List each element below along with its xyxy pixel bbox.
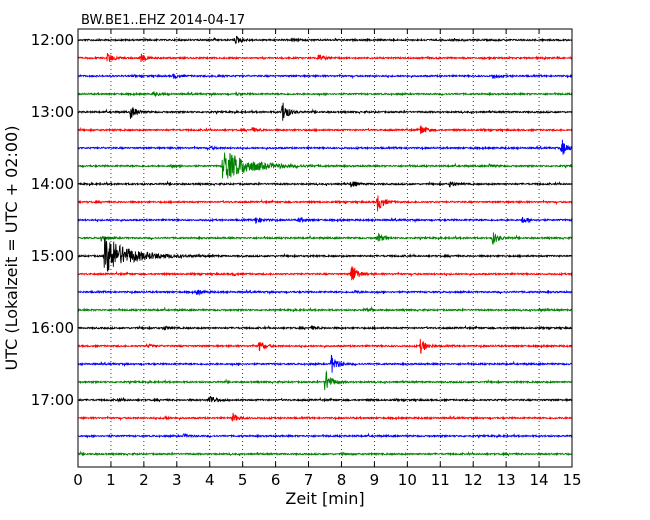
trace-line bbox=[77, 450, 573, 457]
x-tick-label: 6 bbox=[271, 471, 281, 489]
trace-line bbox=[77, 432, 573, 439]
x-tick-label: 11 bbox=[431, 471, 450, 489]
x-tick-label: 13 bbox=[497, 471, 516, 489]
trace-line bbox=[77, 354, 573, 373]
trace-line bbox=[77, 370, 573, 391]
trace-group bbox=[77, 35, 573, 457]
plot-frame bbox=[77, 28, 573, 468]
x-tick-label: 2 bbox=[139, 471, 149, 489]
trace-line bbox=[77, 236, 573, 272]
y-tick-label: 17:00 bbox=[31, 391, 74, 409]
x-tick-label: 3 bbox=[172, 471, 182, 489]
x-tick-label: 14 bbox=[530, 471, 549, 489]
trace-line bbox=[77, 266, 573, 281]
y-tick-label: 16:00 bbox=[31, 319, 74, 337]
x-tick-label: 8 bbox=[337, 471, 347, 489]
trace-line bbox=[77, 324, 573, 331]
trace-line bbox=[77, 102, 573, 121]
x-tick-label: 9 bbox=[370, 471, 380, 489]
trace-line bbox=[77, 216, 573, 224]
x-tick-label: 12 bbox=[464, 471, 483, 489]
trace-line bbox=[77, 139, 573, 155]
trace-line bbox=[77, 125, 573, 135]
x-tick-label: 1 bbox=[106, 471, 116, 489]
x-tick-label: 5 bbox=[238, 471, 248, 489]
trace-line bbox=[77, 288, 573, 297]
trace-line bbox=[77, 52, 573, 63]
trace-line bbox=[77, 395, 573, 403]
x-axis: 0 1 2 3 4 5 6 7 8 9 10 11 12 13 14 15 bbox=[73, 29, 582, 489]
trace-line bbox=[77, 152, 573, 179]
trace-line bbox=[77, 73, 573, 80]
x-tick-label: 7 bbox=[304, 471, 314, 489]
y-tick-label: 12:00 bbox=[31, 31, 74, 49]
y-tick-label: 14:00 bbox=[31, 175, 74, 193]
chart-title: BW.BE1..EHZ 2014-04-17 bbox=[81, 13, 245, 28]
trace-line bbox=[77, 305, 573, 313]
trace-line bbox=[77, 338, 572, 354]
trace-line bbox=[77, 232, 573, 245]
x-axis-label: Zeit [min] bbox=[285, 489, 364, 508]
x-tick-label: 15 bbox=[562, 471, 581, 489]
y-axis-label: UTC (Lokalzeit = UTC + 02:00) bbox=[2, 126, 21, 371]
trace-line bbox=[77, 195, 572, 212]
trace-line bbox=[77, 90, 573, 98]
trace-line bbox=[77, 180, 572, 188]
y-tick-label: 13:00 bbox=[31, 103, 74, 121]
x-tick-label: 4 bbox=[205, 471, 215, 489]
trace-line bbox=[77, 412, 573, 422]
y-tick-label: 15:00 bbox=[31, 247, 74, 265]
x-tick-label: 0 bbox=[73, 471, 83, 489]
x-tick-label: 10 bbox=[398, 471, 417, 489]
y-axis: 12:00 13:00 14:00 15:00 16:00 17:00 bbox=[31, 31, 572, 409]
trace-line bbox=[77, 35, 573, 45]
